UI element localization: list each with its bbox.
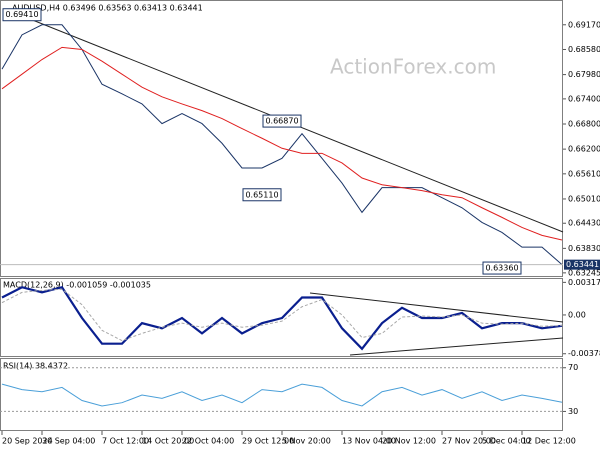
rsi-header: RSI(14) 38.4372 (3, 362, 68, 371)
series-line (1, 288, 563, 342)
series-line (1, 383, 563, 407)
annotation-label: 0.65110 (245, 190, 278, 199)
y-tick-label: 0.69170 (568, 20, 600, 29)
price-panel (0, 0, 563, 277)
annotation-label: 0.69410 (5, 10, 38, 19)
y-tick-label: 0.64430 (568, 219, 600, 228)
x-tick-label: 27 Nov 20:00 (442, 437, 496, 446)
annotation-label: 0.63360 (485, 264, 518, 273)
y-tick-label: -0.00378 (568, 349, 600, 358)
x-tick-label: 14 Oct 20:00 (142, 437, 194, 446)
series-line (1, 46, 563, 241)
y-tick-label: 0.66800 (568, 120, 600, 129)
y-tick-label: 0.67980 (568, 70, 600, 79)
annotation-label: 0.66870 (265, 117, 298, 126)
series-line (1, 24, 563, 266)
trend-line (349, 337, 564, 356)
x-tick-label: 13 Nov 04:00 (342, 437, 396, 446)
y-tick-label: 0.68580 (568, 45, 600, 54)
trend-line (309, 292, 564, 323)
macd-panel (0, 278, 563, 357)
price-header: AUDUSD,H4 0.63496 0.63563 0.63413 0.6344… (12, 4, 203, 13)
last-price-box (564, 259, 600, 270)
y-tick-label: 0.65010 (568, 194, 600, 203)
rsi-panel (0, 358, 563, 431)
annotation-box (482, 261, 522, 275)
y-tick-label: 0.003175 (568, 278, 600, 287)
x-tick-label: 5 Dec 04:00 (482, 437, 531, 446)
x-tick-label: 20 Nov 12:00 (382, 437, 436, 446)
x-tick-label: 12 Dec 12:00 (522, 437, 576, 446)
x-tick-label: 7 Oct 12:00 (102, 437, 149, 446)
annotation-box (242, 188, 282, 202)
watermark: ActionForex.com (330, 55, 496, 79)
y-tick-label: 0.63245 (568, 268, 600, 277)
series-line (1, 285, 563, 351)
x-tick-label: 5 Nov 20:00 (282, 437, 331, 446)
macd-header: MACD(12,26,9) -0.001059 -0.001035 (3, 281, 151, 290)
x-tick-label: 29 Oct 12:00 (242, 437, 294, 446)
y-tick-label: 0.63830 (568, 244, 600, 253)
y-tick-label: 0.00 (568, 310, 586, 319)
annotation-box (262, 114, 302, 128)
y-tick-label: 0.67400 (568, 94, 600, 103)
y-tick-label: 0.66200 (568, 145, 600, 154)
x-tick-label: 20 Sep 2024 (2, 437, 53, 446)
x-tick-label: 22 Oct 04:00 (182, 437, 234, 446)
y-tick-label: 0.65610 (568, 169, 600, 178)
last-price-label: 0.63441 (566, 260, 599, 269)
y-tick-label: 30 (568, 407, 578, 416)
y-tick-label: 70 (568, 363, 578, 372)
x-tick-label: 30 Sep 04:00 (42, 437, 95, 446)
annotation-box (2, 8, 42, 22)
